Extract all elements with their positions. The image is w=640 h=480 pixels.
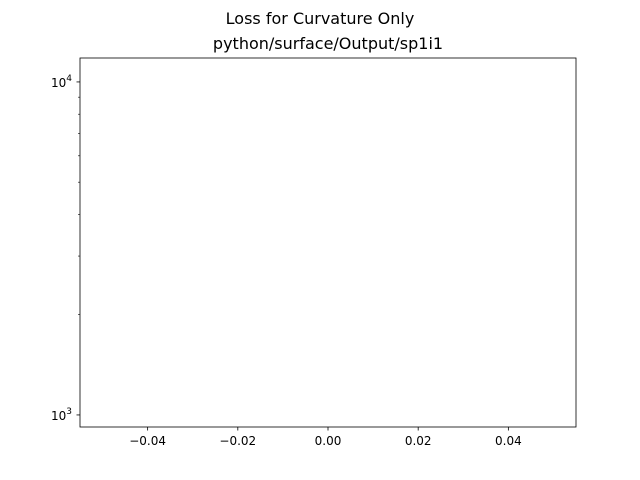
y-tick-label-base: 10 xyxy=(51,76,66,90)
chart-title: Loss for Curvature Only xyxy=(226,9,415,28)
y-tick-label-exponent: 3 xyxy=(66,407,72,417)
x-tick-label: −0.04 xyxy=(129,434,166,448)
x-axis: −0.04 −0.02 0.00 0.02 0.04 xyxy=(129,427,522,448)
x-tick-label: 0.02 xyxy=(405,434,432,448)
x-tick-label: −0.02 xyxy=(219,434,256,448)
x-tick-label: 0.04 xyxy=(495,434,522,448)
y-tick-label-base: 10 xyxy=(51,409,66,423)
y-tick-label: 103 xyxy=(51,407,72,423)
y-tick-label-exponent: 4 xyxy=(66,74,72,84)
y-tick-label: 104 xyxy=(51,74,72,90)
x-tick-label: 0.00 xyxy=(315,434,342,448)
chart-subtitle: python/surface/Output/sp1i1 xyxy=(213,34,443,53)
